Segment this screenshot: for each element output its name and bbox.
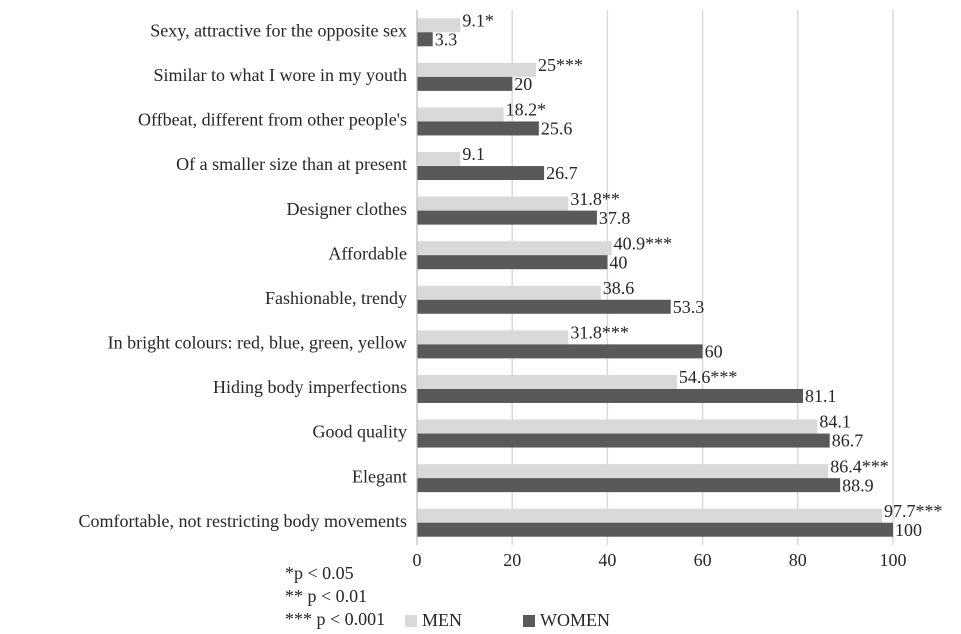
value-label: 18.2* xyxy=(506,100,546,120)
bar xyxy=(417,344,703,359)
value-label: 40 xyxy=(609,252,627,272)
x-tick-label: 0 xyxy=(413,550,422,570)
x-tick-label: 80 xyxy=(789,550,807,570)
bar xyxy=(417,255,608,270)
annotation: ** p < 0.01 xyxy=(285,586,367,606)
bar xyxy=(417,32,433,47)
category-label: Comfortable, not restricting body moveme… xyxy=(79,511,407,531)
value-label: 86.4*** xyxy=(830,456,889,476)
annotation: *p < 0.05 xyxy=(285,563,354,583)
category-label: Of a smaller size than at present xyxy=(176,154,407,174)
bar xyxy=(417,508,883,523)
value-label: 31.8** xyxy=(570,189,620,209)
value-label: 38.6 xyxy=(603,278,635,298)
value-label: 25.6 xyxy=(541,119,573,139)
bar xyxy=(417,241,612,256)
annotation: *** p < 0.001 xyxy=(285,609,385,629)
legend-label: WOMEN xyxy=(540,610,610,630)
category-label: Similar to what I wore in my youth xyxy=(154,65,407,85)
value-label: 54.6*** xyxy=(679,367,738,387)
bar xyxy=(417,152,461,167)
value-label: 53.3 xyxy=(673,297,705,317)
value-label: 100 xyxy=(895,520,922,540)
value-label: 9.1 xyxy=(462,144,485,164)
category-label: Fashionable, trendy xyxy=(265,288,407,308)
bar xyxy=(417,478,841,493)
value-label: 26.7 xyxy=(546,163,578,183)
bar xyxy=(417,433,830,448)
legend-swatch xyxy=(405,615,417,627)
bar xyxy=(417,210,597,225)
value-label: 86.7 xyxy=(832,431,864,451)
bar xyxy=(417,522,893,537)
bar xyxy=(417,464,829,479)
category-label: Good quality xyxy=(313,422,408,442)
bar xyxy=(417,419,818,434)
category-label: Designer clothes xyxy=(287,199,407,219)
x-tick-label: 20 xyxy=(503,550,521,570)
value-label: 81.1 xyxy=(805,386,837,406)
legend-label: MEN xyxy=(422,610,462,630)
x-tick-label: 60 xyxy=(694,550,712,570)
category-label: Elegant xyxy=(352,466,407,486)
x-tick-label: 40 xyxy=(598,550,616,570)
value-label: 88.9 xyxy=(842,475,874,495)
value-label: 3.3 xyxy=(435,29,458,49)
bar xyxy=(417,196,569,211)
bar xyxy=(417,166,545,181)
value-label: 97.7*** xyxy=(884,501,943,521)
bar xyxy=(417,330,569,345)
bar xyxy=(417,76,513,91)
value-label: 40.9*** xyxy=(614,233,673,253)
bar xyxy=(417,299,671,314)
category-label: Offbeat, different from other people's xyxy=(138,110,407,130)
value-label: 84.1 xyxy=(819,412,851,432)
category-label: In bright colours: red, blue, green, yel… xyxy=(108,333,407,353)
legend-swatch xyxy=(523,615,535,627)
value-label: 37.8 xyxy=(599,208,631,228)
bar xyxy=(417,121,539,136)
category-label: Affordable xyxy=(328,243,407,263)
bar xyxy=(417,18,461,33)
category-label: Hiding body imperfections xyxy=(213,377,407,397)
value-label: 31.8*** xyxy=(570,323,629,343)
value-label: 20 xyxy=(514,74,532,94)
bar xyxy=(417,107,504,122)
bar xyxy=(417,285,601,300)
value-label: 25*** xyxy=(538,55,583,75)
value-label: 9.1* xyxy=(462,10,494,30)
bar xyxy=(417,388,804,403)
category-label: Sexy, attractive for the opposite sex xyxy=(150,20,407,40)
bar xyxy=(417,62,536,77)
value-label: 60 xyxy=(705,342,723,362)
bar xyxy=(417,374,677,389)
x-tick-label: 100 xyxy=(880,550,907,570)
